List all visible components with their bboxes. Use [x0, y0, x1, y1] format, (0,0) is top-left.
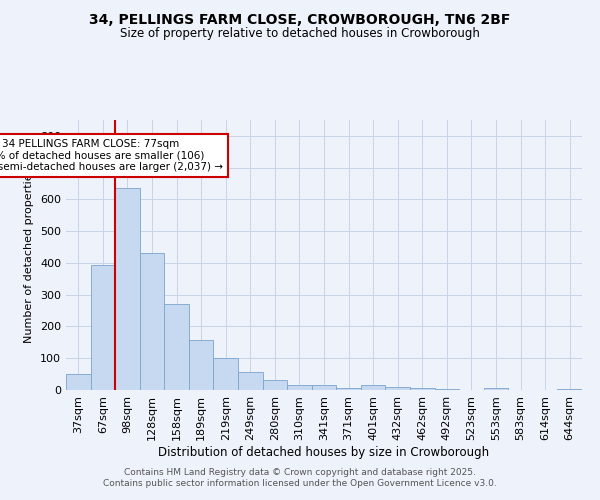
- Bar: [238, 372, 263, 390]
- Bar: [263, 380, 287, 390]
- Bar: [484, 388, 508, 390]
- Bar: [385, 387, 410, 390]
- Bar: [312, 384, 336, 390]
- Bar: [189, 340, 214, 390]
- Y-axis label: Number of detached properties: Number of detached properties: [25, 168, 34, 342]
- Bar: [361, 385, 385, 390]
- Bar: [115, 188, 140, 390]
- Text: Size of property relative to detached houses in Crowborough: Size of property relative to detached ho…: [120, 28, 480, 40]
- Text: 34 PELLINGS FARM CLOSE: 77sqm
← 5% of detached houses are smaller (106)
95% of s: 34 PELLINGS FARM CLOSE: 77sqm ← 5% of de…: [0, 139, 223, 172]
- X-axis label: Distribution of detached houses by size in Crowborough: Distribution of detached houses by size …: [158, 446, 490, 458]
- Bar: [410, 388, 434, 390]
- Bar: [140, 254, 164, 390]
- Bar: [91, 264, 115, 390]
- Text: Contains HM Land Registry data © Crown copyright and database right 2025.
Contai: Contains HM Land Registry data © Crown c…: [103, 468, 497, 487]
- Bar: [336, 388, 361, 390]
- Bar: [66, 374, 91, 390]
- Text: 34, PELLINGS FARM CLOSE, CROWBOROUGH, TN6 2BF: 34, PELLINGS FARM CLOSE, CROWBOROUGH, TN…: [89, 12, 511, 26]
- Bar: [287, 384, 312, 390]
- Bar: [164, 304, 189, 390]
- Bar: [214, 358, 238, 390]
